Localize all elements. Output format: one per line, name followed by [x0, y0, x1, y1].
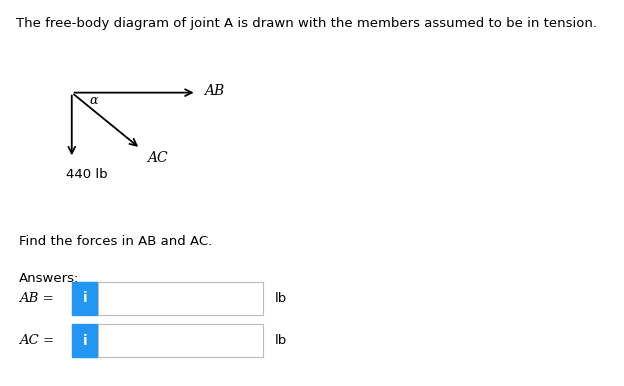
FancyBboxPatch shape	[98, 282, 263, 315]
Text: i: i	[82, 291, 87, 305]
Text: Answers:: Answers:	[19, 272, 79, 285]
FancyBboxPatch shape	[98, 324, 263, 357]
Text: lb: lb	[275, 334, 287, 347]
Text: α: α	[89, 94, 98, 107]
Text: Find the forces in AB and AC.: Find the forces in AB and AC.	[19, 235, 212, 249]
Text: The free-body diagram of joint A is drawn with the members assumed to be in tens: The free-body diagram of joint A is draw…	[16, 17, 597, 30]
Text: AC =: AC =	[19, 334, 54, 347]
Text: lb: lb	[275, 292, 287, 305]
Text: 440 lb: 440 lb	[66, 168, 107, 181]
Text: i: i	[82, 334, 87, 348]
Text: AC: AC	[147, 151, 167, 164]
FancyBboxPatch shape	[72, 324, 98, 357]
FancyBboxPatch shape	[72, 282, 98, 315]
Text: AB: AB	[204, 84, 224, 98]
Text: AB =: AB =	[19, 292, 54, 305]
